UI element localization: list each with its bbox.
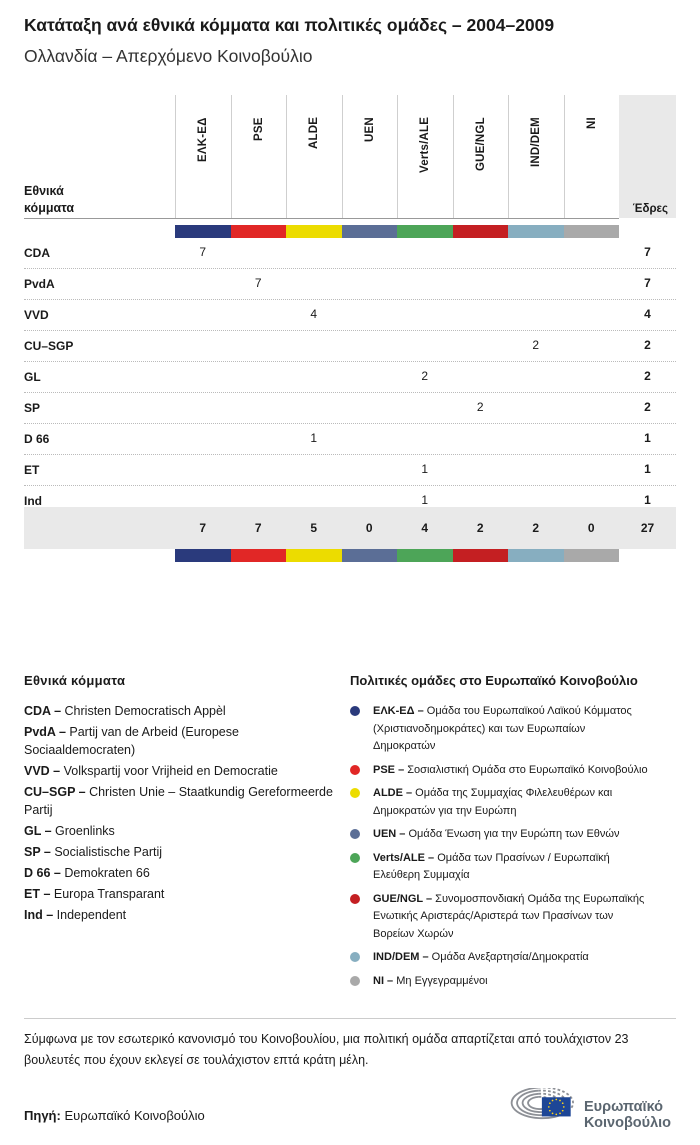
svg-text:Ευρωπαϊκό: Ευρωπαϊκό (584, 1099, 663, 1115)
svg-text:Κοινοβούλιο: Κοινοβούλιο (584, 1115, 671, 1131)
